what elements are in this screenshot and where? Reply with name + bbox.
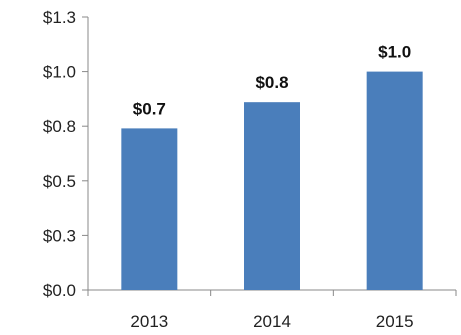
y-tick-label: $0.8 bbox=[43, 117, 76, 136]
data-label-2014: $0.8 bbox=[255, 73, 288, 92]
bar-2014 bbox=[244, 102, 300, 291]
x-tick-label-2015: 2015 bbox=[376, 312, 414, 331]
x-tick-label-2014: 2014 bbox=[253, 312, 291, 331]
data-label-2013: $0.7 bbox=[133, 99, 166, 118]
y-tick-label: $0.0 bbox=[43, 281, 76, 300]
y-tick-label: $0.3 bbox=[43, 226, 76, 245]
y-tick-label: $1.0 bbox=[43, 63, 76, 82]
data-label-2015: $1.0 bbox=[378, 43, 411, 62]
y-tick-label: $0.5 bbox=[43, 172, 76, 191]
bar-2013 bbox=[121, 128, 178, 290]
y-tick-label: $1.3 bbox=[43, 8, 76, 27]
plot-area: $0.0 $0.3 $0.5 $0.8 $1.0 $1.3 $0.7 2013 $0.8 2014… bbox=[43, 8, 457, 331]
x-tick-label-2013: 2013 bbox=[130, 312, 168, 331]
bar-2015 bbox=[366, 71, 423, 290]
